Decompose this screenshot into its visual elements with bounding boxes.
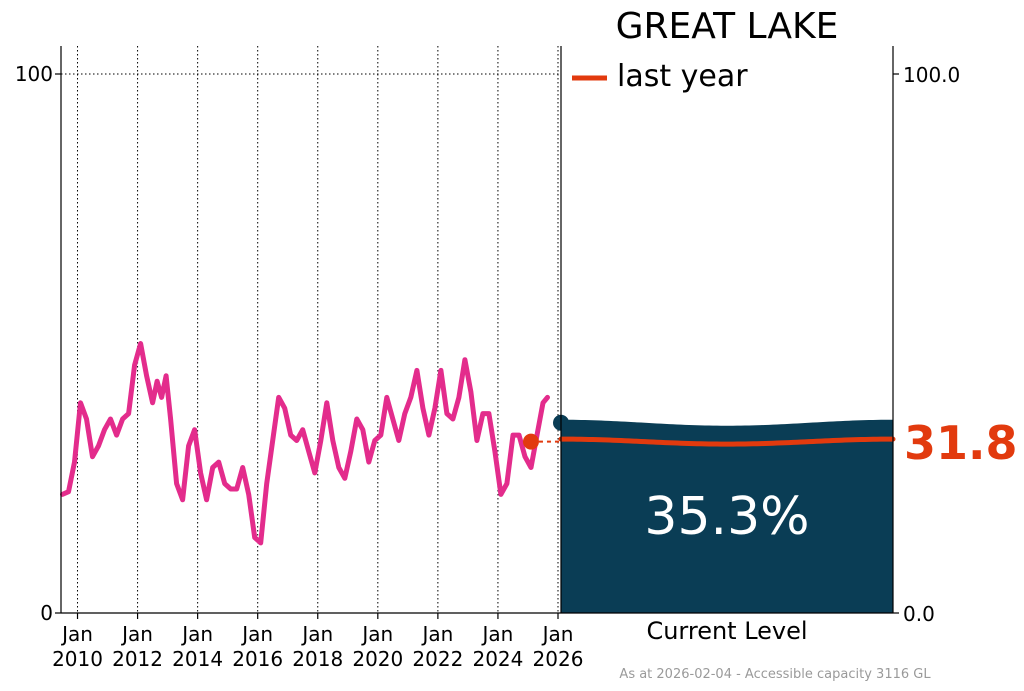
x-tick-year-2020: 2020 (352, 647, 403, 671)
current-level-percent: 35.3% (644, 487, 809, 547)
water-level-fill (561, 419, 893, 613)
x-tick-month-2022: Jan (420, 622, 453, 646)
x-tick-month-2014: Jan (180, 622, 213, 646)
x-tick-month-2016: Jan (240, 622, 273, 646)
legend-label-last-year: last year (617, 59, 748, 94)
chart-text: GREAT LAKE last year 35.3% 31.8 Current … (572, 6, 1018, 682)
x-tick-month-2018: Jan (300, 622, 333, 646)
current-level-label: Current Level (646, 617, 807, 645)
x-tick-year-2012: 2012 (112, 647, 163, 671)
last-year-point (522, 433, 539, 450)
last-year-value-label: 31.8 (904, 416, 1018, 470)
x-tick-year-2010: 2010 (52, 647, 103, 671)
chart-title: GREAT LAKE (616, 6, 839, 47)
right-tick-label-0.0: 0.0 (903, 602, 935, 626)
left-tick-label-0: 0 (40, 601, 53, 625)
x-tick-year-2024: 2024 (472, 647, 523, 671)
axes: 01000.0100.0Jan2010Jan2012Jan2014Jan2016… (15, 46, 960, 671)
right-tick-label-100.0: 100.0 (903, 63, 960, 87)
last-year-level-line (558, 436, 896, 447)
x-tick-year-2018: 2018 (292, 647, 343, 671)
x-tick-month-2024: Jan (481, 622, 514, 646)
x-tick-month-2012: Jan (120, 622, 153, 646)
x-tick-year-2016: 2016 (232, 647, 283, 671)
grid-layer (61, 46, 561, 613)
x-tick-year-2026: 2026 (533, 647, 584, 671)
history-series-line-0 (60, 341, 550, 546)
x-tick-year-2014: 2014 (172, 647, 223, 671)
x-tick-month-2010: Jan (60, 622, 93, 646)
left-tick-label-100: 100 (15, 62, 53, 86)
x-tick-year-2022: 2022 (412, 647, 463, 671)
history-series-layer (60, 341, 569, 546)
capacity-footnote: As at 2026-02-04 - Accessible capacity 3… (619, 667, 931, 682)
x-tick-month-2020: Jan (360, 622, 393, 646)
x-tick-month-2026: Jan (541, 622, 574, 646)
current-level-panel (530, 419, 896, 613)
